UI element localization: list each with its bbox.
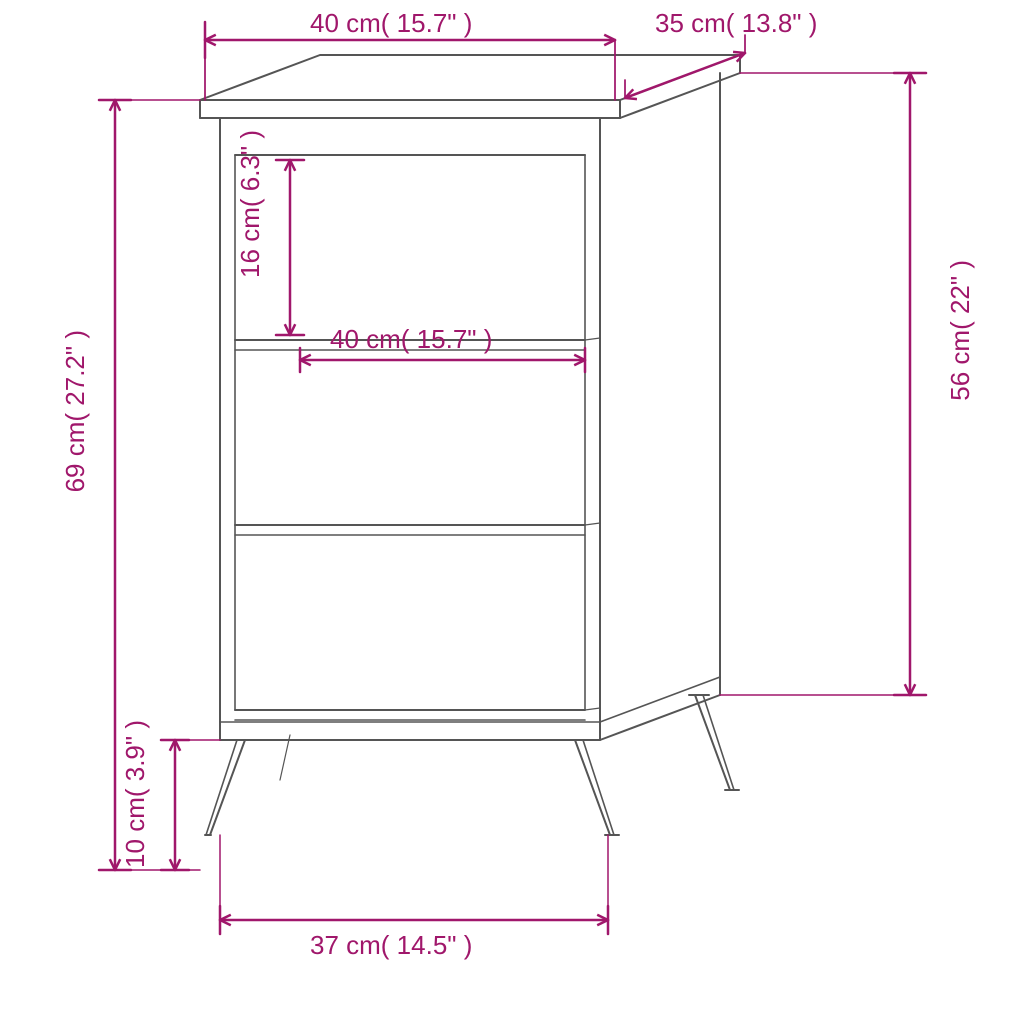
- dimension-label: 16 cm( 6.3" ): [235, 130, 266, 278]
- dimension-label: 37 cm( 14.5" ): [310, 930, 472, 961]
- dimension-label: 40 cm( 15.7" ): [330, 324, 492, 355]
- dimension-label: 10 cm( 3.9" ): [120, 720, 151, 868]
- dimension-label: 40 cm( 15.7" ): [310, 8, 472, 39]
- dimension-label: 69 cm( 27.2" ): [60, 330, 91, 492]
- dimension-label: 35 cm( 13.8" ): [655, 8, 817, 39]
- dimension-label: 56 cm( 22" ): [945, 260, 976, 401]
